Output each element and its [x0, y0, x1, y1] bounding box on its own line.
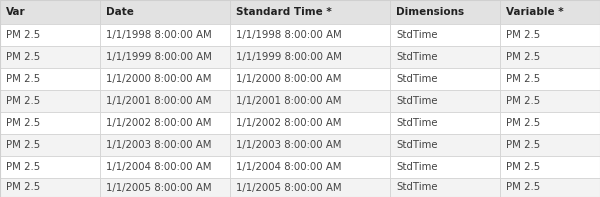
Bar	[0, 0, 100, 24]
Bar	[500, 24, 600, 46]
Text: StdTime: StdTime	[396, 96, 437, 106]
Text: 1/1/1999 8:00:00 AM: 1/1/1999 8:00:00 AM	[236, 52, 342, 62]
Bar	[390, 156, 500, 178]
Text: PM 2.5: PM 2.5	[6, 118, 40, 128]
Text: 1/1/2001 8:00:00 AM: 1/1/2001 8:00:00 AM	[106, 96, 212, 106]
Bar	[230, 178, 390, 197]
Text: StdTime: StdTime	[396, 162, 437, 172]
Text: 1/1/2004 8:00:00 AM: 1/1/2004 8:00:00 AM	[236, 162, 341, 172]
Bar	[390, 134, 500, 156]
Text: PM 2.5: PM 2.5	[506, 118, 540, 128]
Text: 1/1/2005 8:00:00 AM: 1/1/2005 8:00:00 AM	[236, 182, 341, 192]
Bar	[390, 0, 500, 24]
Text: StdTime: StdTime	[396, 118, 437, 128]
Text: StdTime: StdTime	[396, 74, 437, 84]
Text: PM 2.5: PM 2.5	[506, 52, 540, 62]
Bar	[390, 90, 500, 112]
Bar	[500, 0, 600, 24]
Bar	[0, 68, 100, 90]
Text: 1/1/2002 8:00:00 AM: 1/1/2002 8:00:00 AM	[236, 118, 341, 128]
Text: 1/1/2000 8:00:00 AM: 1/1/2000 8:00:00 AM	[106, 74, 212, 84]
Bar	[500, 46, 600, 68]
Bar	[500, 134, 600, 156]
Text: Var: Var	[6, 7, 26, 17]
Text: PM 2.5: PM 2.5	[506, 96, 540, 106]
Text: Dimensions: Dimensions	[396, 7, 464, 17]
Bar	[390, 112, 500, 134]
Text: 1/1/2002 8:00:00 AM: 1/1/2002 8:00:00 AM	[106, 118, 212, 128]
Text: 1/1/2003 8:00:00 AM: 1/1/2003 8:00:00 AM	[236, 140, 341, 150]
Text: PM 2.5: PM 2.5	[6, 96, 40, 106]
Text: 1/1/2000 8:00:00 AM: 1/1/2000 8:00:00 AM	[236, 74, 341, 84]
Bar	[230, 90, 390, 112]
Text: 1/1/2005 8:00:00 AM: 1/1/2005 8:00:00 AM	[106, 182, 212, 192]
Bar	[230, 46, 390, 68]
Text: Variable *: Variable *	[506, 7, 563, 17]
Text: PM 2.5: PM 2.5	[6, 52, 40, 62]
Bar	[500, 178, 600, 197]
Text: PM 2.5: PM 2.5	[6, 30, 40, 40]
Bar	[500, 90, 600, 112]
Bar	[0, 24, 100, 46]
Text: PM 2.5: PM 2.5	[6, 140, 40, 150]
Text: PM 2.5: PM 2.5	[6, 182, 40, 192]
Text: 1/1/1999 8:00:00 AM: 1/1/1999 8:00:00 AM	[106, 52, 212, 62]
Bar	[100, 0, 230, 24]
Bar	[100, 90, 230, 112]
Bar	[0, 90, 100, 112]
Bar	[230, 0, 390, 24]
Bar	[100, 156, 230, 178]
Bar	[100, 178, 230, 197]
Bar	[0, 112, 100, 134]
Bar	[100, 112, 230, 134]
Text: 1/1/2003 8:00:00 AM: 1/1/2003 8:00:00 AM	[106, 140, 212, 150]
Bar	[100, 46, 230, 68]
Bar	[390, 24, 500, 46]
Text: 1/1/1998 8:00:00 AM: 1/1/1998 8:00:00 AM	[236, 30, 342, 40]
Text: 1/1/2004 8:00:00 AM: 1/1/2004 8:00:00 AM	[106, 162, 212, 172]
Text: StdTime: StdTime	[396, 30, 437, 40]
Bar	[230, 156, 390, 178]
Bar	[0, 156, 100, 178]
Bar	[230, 24, 390, 46]
Bar	[100, 24, 230, 46]
Bar	[230, 68, 390, 90]
Text: PM 2.5: PM 2.5	[506, 162, 540, 172]
Text: StdTime: StdTime	[396, 182, 437, 192]
Bar	[0, 46, 100, 68]
Bar	[390, 178, 500, 197]
Bar	[230, 134, 390, 156]
Text: Date: Date	[106, 7, 134, 17]
Bar	[500, 112, 600, 134]
Text: PM 2.5: PM 2.5	[6, 162, 40, 172]
Text: StdTime: StdTime	[396, 140, 437, 150]
Text: PM 2.5: PM 2.5	[506, 182, 540, 192]
Bar	[390, 46, 500, 68]
Bar	[500, 156, 600, 178]
Text: PM 2.5: PM 2.5	[506, 30, 540, 40]
Bar	[230, 112, 390, 134]
Bar	[0, 134, 100, 156]
Text: 1/1/1998 8:00:00 AM: 1/1/1998 8:00:00 AM	[106, 30, 212, 40]
Bar	[500, 68, 600, 90]
Bar	[0, 178, 100, 197]
Text: StdTime: StdTime	[396, 52, 437, 62]
Text: PM 2.5: PM 2.5	[506, 74, 540, 84]
Text: Standard Time *: Standard Time *	[236, 7, 332, 17]
Text: PM 2.5: PM 2.5	[506, 140, 540, 150]
Bar	[390, 68, 500, 90]
Text: PM 2.5: PM 2.5	[6, 74, 40, 84]
Text: 1/1/2001 8:00:00 AM: 1/1/2001 8:00:00 AM	[236, 96, 341, 106]
Bar	[100, 68, 230, 90]
Bar	[100, 134, 230, 156]
